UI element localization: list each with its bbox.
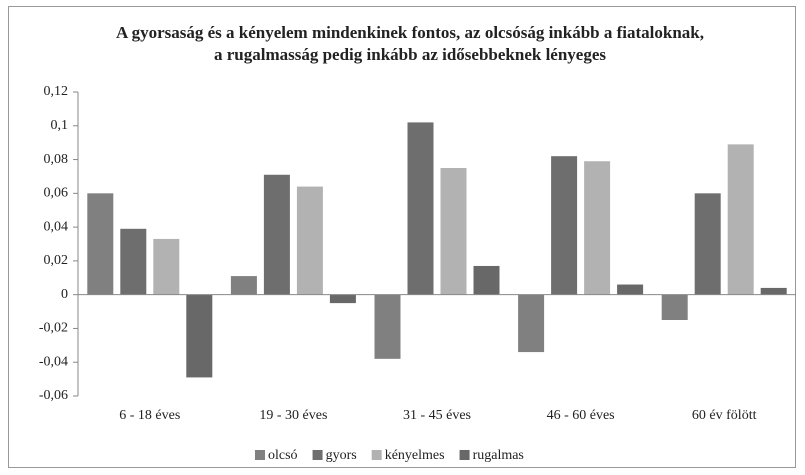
chart-frame [8, 6, 796, 468]
legend-swatch [312, 450, 323, 460]
bar [263, 174, 290, 295]
bar [551, 156, 578, 295]
bar [407, 122, 434, 295]
bar [440, 168, 467, 295]
legend-label: olcsó [268, 448, 298, 463]
bar [760, 287, 787, 295]
legend-swatch [459, 450, 470, 460]
y-tick-label: 0,12 [44, 84, 69, 99]
bar [727, 144, 754, 295]
legend-label: gyors [326, 448, 357, 463]
bar [296, 186, 323, 295]
bar [120, 228, 147, 295]
y-tick-label: 0 [61, 287, 68, 302]
y-tick-label: 0,08 [44, 152, 69, 167]
y-tick-label: -0,04 [39, 354, 68, 369]
legend-swatch [255, 450, 265, 460]
y-tick-label: 0,04 [44, 219, 69, 234]
legend-swatch [371, 450, 382, 460]
bar [661, 294, 688, 320]
y-tick-label: 0,1 [51, 118, 69, 133]
bar [518, 294, 545, 353]
bar [153, 238, 180, 295]
bar [473, 265, 500, 295]
x-tick-label: 46 - 60 éves [547, 408, 615, 423]
x-tick-label: 31 - 45 éves [403, 408, 471, 423]
bar [694, 193, 721, 295]
y-tick-label: -0,06 [39, 388, 68, 403]
chart-title: A gyorsaság és a kényelem mindenkinek fo… [116, 23, 704, 64]
bar [186, 294, 213, 378]
y-tick-label: -0,02 [39, 321, 68, 336]
legend-label: kényelmes [385, 448, 445, 463]
x-tick-label: 60 év fölött [692, 408, 757, 423]
legend-label: rugalmas [473, 448, 524, 463]
bar [617, 284, 644, 295]
x-tick-label: 19 - 30 éves [259, 408, 327, 423]
bar [87, 193, 114, 295]
y-tick-label: 0,06 [44, 186, 69, 201]
bar [230, 276, 257, 295]
bar [329, 294, 356, 304]
bar [374, 294, 401, 359]
bar [584, 161, 611, 295]
y-tick-label: 0,02 [44, 253, 69, 268]
x-tick-label: 6 - 18 éves [119, 408, 180, 423]
